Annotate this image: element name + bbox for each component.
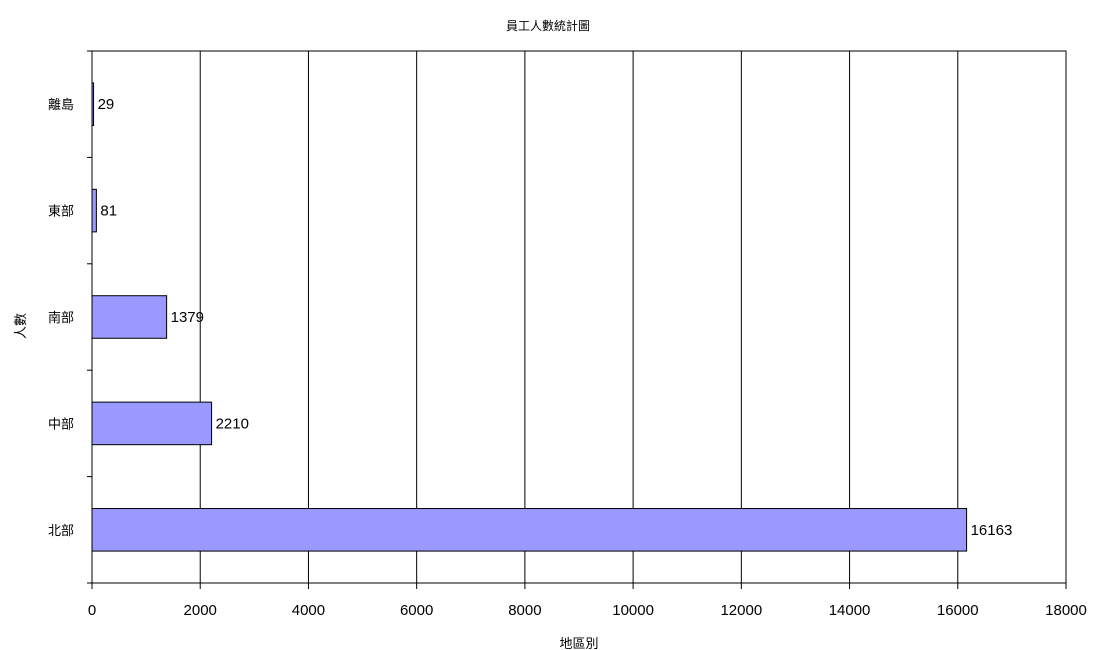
- data-label: 29: [98, 96, 115, 113]
- x-tick-label: 14000: [829, 602, 871, 619]
- category-label: 中部: [48, 417, 74, 432]
- bar-0: [91, 508, 968, 552]
- category-label: 南部: [48, 310, 74, 326]
- x-tick-label: 12000: [720, 602, 762, 619]
- bar-3: [91, 188, 97, 233]
- y-axis-ticks: [87, 50, 92, 584]
- category-label: 離島: [48, 98, 74, 113]
- category-label: 北部: [48, 524, 74, 539]
- bar-4: [91, 82, 95, 126]
- data-label: 2210: [216, 415, 249, 432]
- x-tick-label: 6000: [400, 602, 433, 619]
- data-labels-group: 16163 2210 1379 81 29: [98, 96, 1013, 539]
- x-axis-title: 地區別: [559, 637, 598, 650]
- chart-title: 員工人數統計圖: [506, 18, 590, 33]
- data-label: 1379: [171, 309, 204, 326]
- gridlines: [199, 51, 959, 583]
- x-tick-label: 4000: [292, 602, 325, 619]
- category-labels-group: 北部 中部 南部 東部 離島: [48, 98, 74, 539]
- bars-group: [91, 82, 968, 552]
- x-tick-labels-group: 0 2000 4000 6000 8000 10000 12000 14000 16000 180…: [88, 602, 1087, 619]
- x-tick-label: 8000: [508, 602, 541, 619]
- x-tick-label: 0: [88, 602, 96, 619]
- category-label: 東部: [48, 204, 74, 220]
- x-axis-ticks: [91, 583, 1067, 589]
- y-axis-title: 人數: [14, 313, 29, 339]
- x-tick-label: 16000: [937, 602, 979, 619]
- bar-2: [91, 295, 168, 339]
- x-tick-label: 18000: [1045, 602, 1087, 619]
- x-tick-label: 2000: [184, 602, 217, 619]
- plot-area-frame: [91, 50, 1067, 584]
- bar-1: [91, 401, 213, 446]
- data-label: 81: [100, 203, 117, 220]
- x-tick-label: 10000: [612, 602, 654, 619]
- data-label: 16163: [971, 522, 1013, 539]
